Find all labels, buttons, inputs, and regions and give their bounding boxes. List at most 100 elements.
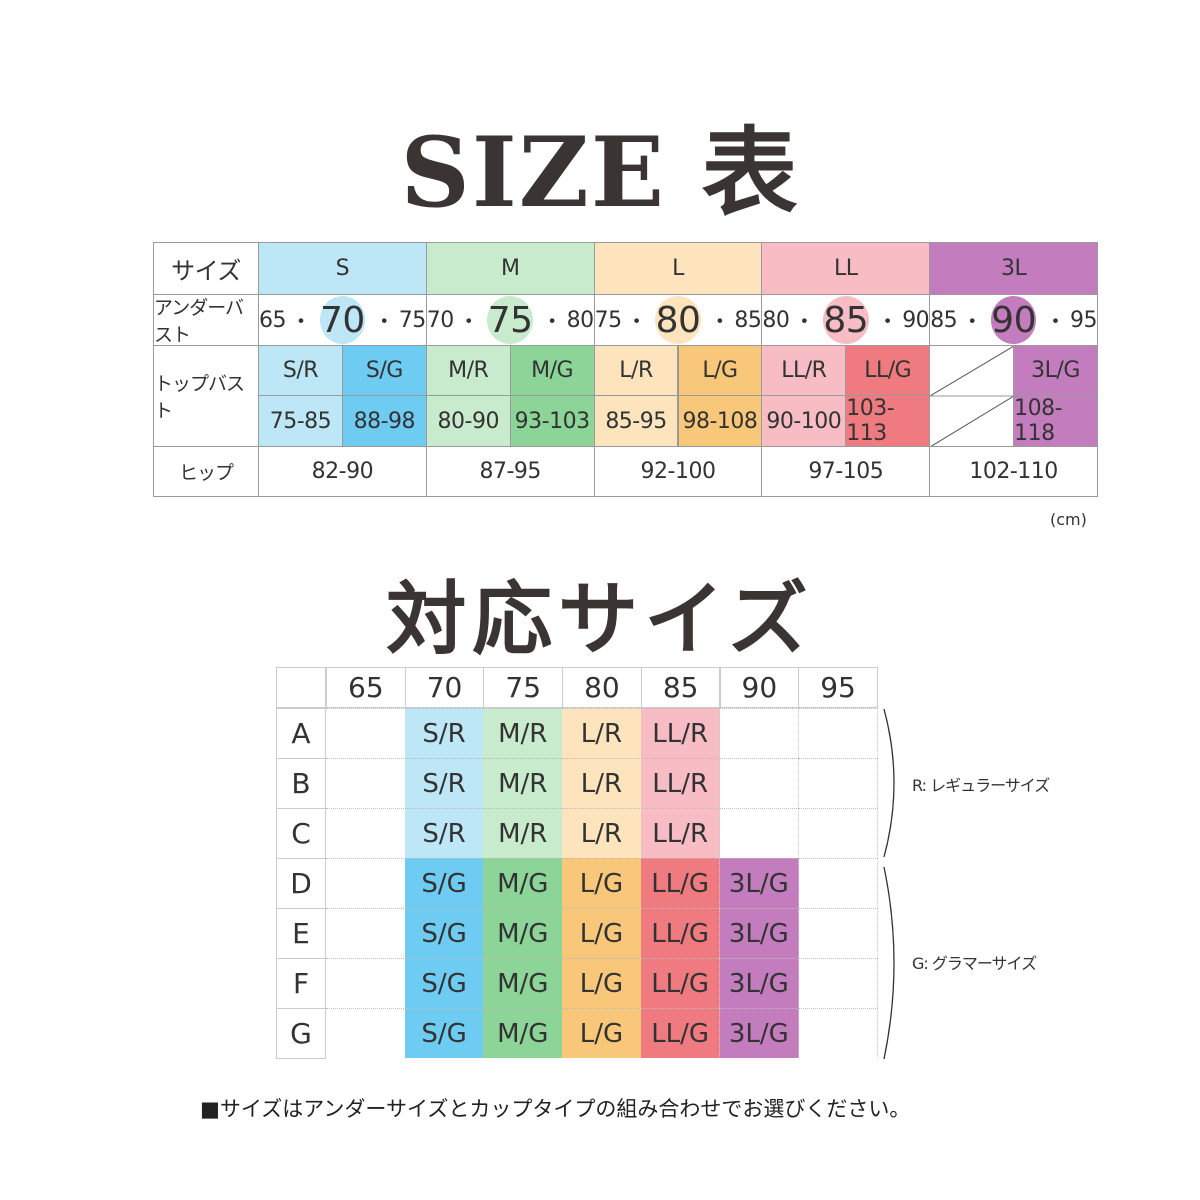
under-value: 75 — [398, 307, 427, 333]
cup-label-D: D — [276, 858, 326, 909]
size-cell: S/G — [404, 908, 485, 958]
row-label-under-bust: アンダーバスト — [153, 294, 259, 346]
column-header-70: 70 — [404, 667, 485, 708]
empty-cell — [798, 958, 878, 1008]
size-cell: M/G — [483, 858, 564, 908]
under-bust-cell: 65 ・ 70 ・ 75 — [258, 294, 427, 346]
column-header-75: 75 — [483, 667, 564, 708]
cup-label-E: E — [276, 908, 326, 959]
size-cell: S/G — [404, 958, 485, 1008]
glamour-range-cell: 88-98 — [341, 395, 427, 447]
size-cell: 3L/G — [719, 1008, 800, 1058]
size-cell: M/R — [483, 708, 564, 758]
under-value-main: 75 — [487, 296, 533, 344]
cup-label-G: G — [276, 1008, 326, 1059]
size-cell: 3L/G — [719, 908, 800, 958]
size-cell: M/G — [483, 1008, 564, 1058]
dot: ・ — [457, 310, 480, 335]
column-header-80: 80 — [562, 667, 642, 708]
size-cell: LL/G — [640, 908, 721, 958]
size-cell: 3L/G — [719, 858, 800, 908]
under-value: 85 — [734, 307, 762, 333]
size-header: S — [258, 242, 427, 295]
size-cell: S/R — [404, 808, 485, 858]
glamour-size-cell: M/G — [509, 345, 595, 396]
under-value-main: 70 — [319, 296, 365, 344]
under-bust-cell: 85 ・ 90 ・ 95 — [929, 294, 1098, 346]
empty-cell — [798, 1008, 878, 1058]
cup-label-F: F — [276, 958, 326, 1009]
under-value-main: 85 — [822, 296, 869, 344]
size-header: 3L — [929, 242, 1098, 295]
size-cell: L/G — [562, 958, 642, 1008]
row-label-size: サイズ — [153, 242, 259, 295]
under-value-main: 80 — [655, 296, 701, 344]
dot: ・ — [625, 310, 648, 335]
column-header-65: 65 — [326, 667, 406, 708]
bracket-icons — [883, 708, 895, 1060]
size-cell: L/G — [562, 908, 642, 958]
glamour-range-cell: 98-108 — [677, 395, 763, 447]
glamour-size-cell: L/G — [677, 345, 763, 396]
size-cell: S/R — [404, 758, 485, 808]
size-cell: LL/R — [640, 758, 721, 808]
regular-size-cell: L/R — [593, 345, 679, 396]
empty-cell — [326, 708, 406, 758]
column-header-90: 90 — [719, 667, 800, 708]
empty-cell — [326, 958, 406, 1008]
empty-cell — [798, 858, 878, 908]
column-header-85: 85 — [640, 667, 721, 708]
size-cell: LL/G — [640, 958, 721, 1008]
empty-cell — [798, 708, 878, 758]
size-cell: M/G — [483, 908, 564, 958]
regular-size-cell: LL/R — [761, 345, 847, 396]
under-value: 70 — [426, 307, 455, 333]
size-cell: L/G — [562, 858, 642, 908]
compatible-size-title: 対応サイズ — [386, 572, 814, 666]
empty-cell — [326, 808, 406, 858]
size-cell: M/G — [483, 958, 564, 1008]
cup-label-C: C — [276, 808, 326, 859]
empty-cell — [719, 758, 800, 808]
size-cell: LL/G — [640, 1008, 721, 1058]
empty-cell — [326, 858, 406, 908]
glamour-range-cell: 93-103 — [509, 395, 595, 447]
cup-label-A: A — [276, 708, 326, 759]
glamour-range-cell: 108-118 — [1013, 395, 1098, 447]
regular-range-cell: 90-100 — [761, 395, 847, 447]
glamour-size-label: G: グラマーサイズ — [912, 954, 1037, 973]
empty-cell — [326, 1008, 406, 1058]
under-value: 85 — [930, 307, 958, 333]
row-label-top-bust: トップバスト — [153, 345, 259, 447]
cup-label-B: B — [276, 758, 326, 809]
under-bust-cell: 75 ・ 80 ・ 85 — [593, 294, 763, 346]
size-cell: 3L/G — [719, 958, 800, 1008]
regular-size-cell: S/R — [258, 345, 343, 396]
size-cell: LL/R — [640, 708, 721, 758]
empty-cell — [929, 345, 1015, 447]
size-cell: L/R — [562, 758, 642, 808]
empty-cell — [326, 908, 406, 958]
empty-cell — [798, 908, 878, 958]
regular-range-cell: 80-90 — [425, 395, 511, 447]
dot: ・ — [290, 310, 312, 335]
size-header: M — [425, 242, 595, 295]
slash-icon — [930, 345, 1014, 447]
hip-cell: 92-100 — [593, 446, 763, 497]
empty-cell — [798, 758, 878, 808]
under-bust-cell: 80 ・ 85 ・ 90 — [761, 294, 931, 346]
dot: ・ — [541, 310, 563, 335]
dot: ・ — [793, 310, 815, 335]
dot: ・ — [1044, 310, 1066, 335]
under-value: 80 — [566, 307, 595, 333]
regular-size-cell: M/R — [425, 345, 511, 396]
size-header: L — [593, 242, 763, 295]
size-header: LL — [761, 242, 931, 295]
under-value: 80 — [762, 307, 790, 333]
size-cell: LL/G — [640, 858, 721, 908]
selection-note: ■サイズはアンダーサイズとカップタイプの組み合わせでお選びください。 — [200, 1097, 911, 1121]
glamour-range-cell: 103-113 — [845, 395, 931, 447]
empty-cell — [719, 808, 800, 858]
hip-cell: 102-110 — [929, 446, 1098, 497]
under-value: 90 — [902, 307, 930, 333]
